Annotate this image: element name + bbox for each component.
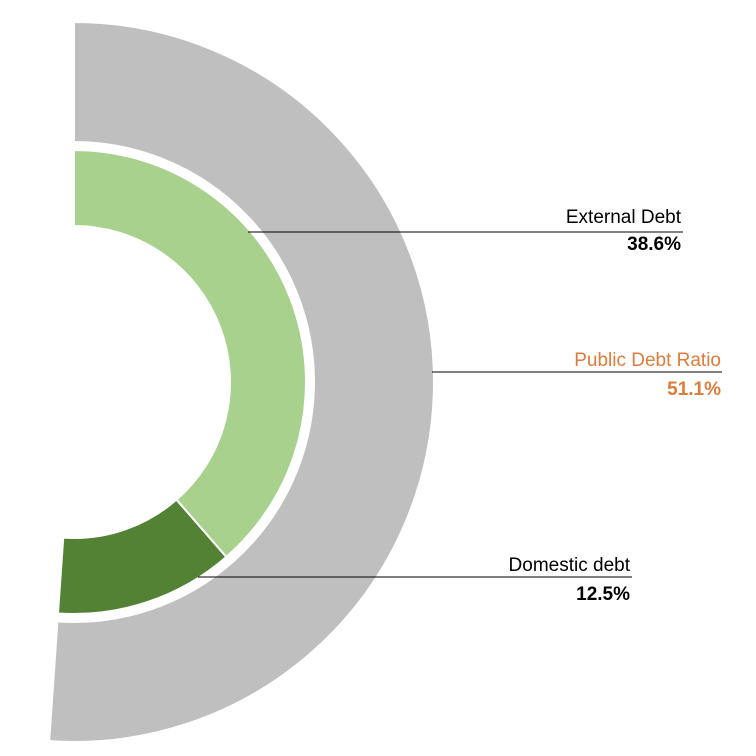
slice-external-debt — [73, 148, 307, 559]
slice-public-debt-ratio — [48, 20, 435, 743]
rings-layer — [48, 20, 435, 743]
value-public-debt-ratio: 51.1% — [667, 379, 721, 400]
label-domestic-debt: Domestic debt — [509, 555, 631, 576]
value-external-debt: 38.6% — [627, 234, 681, 255]
label-public-debt-ratio: Public Debt Ratio — [574, 350, 721, 371]
value-domestic-debt: 12.5% — [576, 584, 630, 605]
label-external-debt: External Debt — [566, 207, 682, 228]
slice-domestic-debt — [56, 498, 228, 615]
